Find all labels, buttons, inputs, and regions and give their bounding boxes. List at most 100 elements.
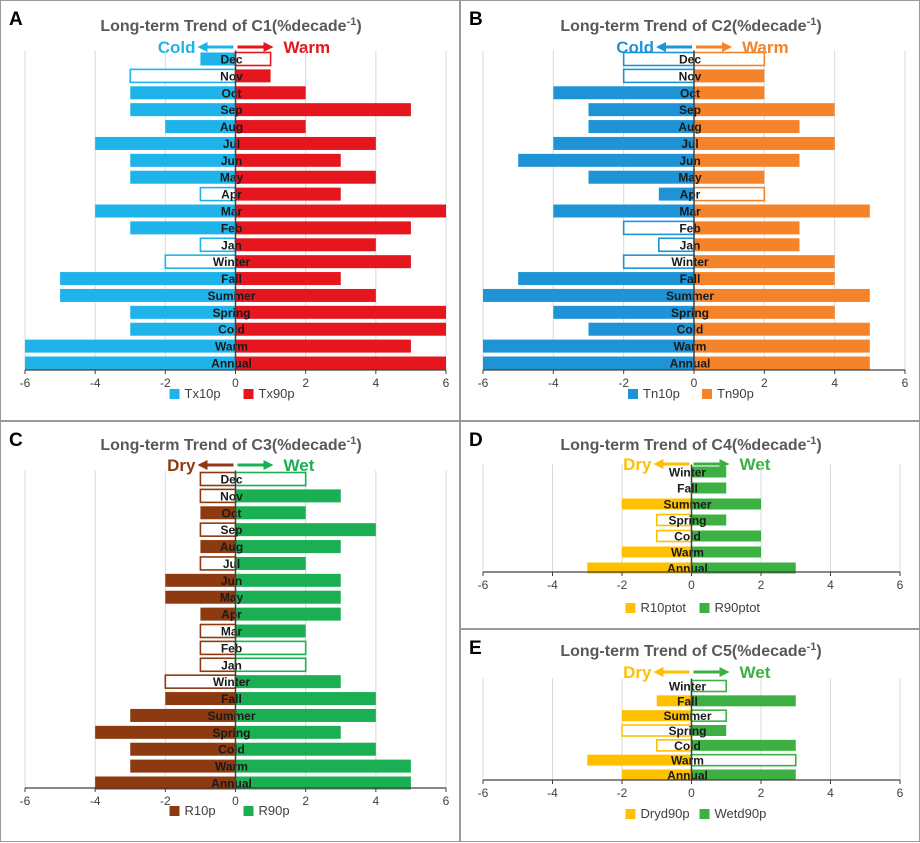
chart-d-category-label: Warm <box>671 546 704 560</box>
chart-d-category-label: Summer <box>663 498 711 512</box>
chart-d-bar-r90ptot-spring <box>691 514 727 526</box>
chart-b-category-label: Sep <box>679 103 701 117</box>
chart-b-bar-tn10p-oct <box>553 86 694 100</box>
panel-a: A Long-term Trend of C1(%decade-1) Cold War… <box>0 0 460 421</box>
chart-c-x-tick-label: 2 <box>302 794 309 808</box>
chart-a-panel-label: A <box>9 9 23 30</box>
chart-e-title-sup: -1 <box>807 641 817 653</box>
chart-e-left-label: Dry <box>623 663 652 682</box>
chart-e-x-tick-label: 6 <box>897 786 904 800</box>
chart-c-bar-r10p-apr <box>200 607 236 621</box>
chart-a-bar-tx90p-jul <box>235 136 376 150</box>
chart-c-right-label: Wet <box>284 456 315 475</box>
chart-e-category-label: Spring <box>669 724 707 738</box>
chart-a-category-label: Apr <box>221 188 242 202</box>
chart-b-bar-tn90p-jul <box>694 136 835 150</box>
chart-a-bar-tx90p-fall <box>235 272 341 286</box>
chart-a-bar-tx90p-apr <box>235 187 341 201</box>
chart-b-bar-tn90p-jun <box>694 153 800 167</box>
chart-b-category-label: Fall <box>680 272 701 286</box>
chart-a-title-main: Long-term Trend of C1(%decade <box>100 18 346 35</box>
chart-c-bar-r10p-oct <box>200 506 236 520</box>
chart-c-legend-label-r10p: R10p <box>185 803 216 818</box>
chart-c-category-label: Summer <box>207 709 255 723</box>
chart-e-legend-label-dryd90p: Dryd90p <box>641 806 690 821</box>
chart-c-category-label: Oct <box>221 506 241 520</box>
chart-a-category-label: Cold <box>218 323 245 337</box>
chart-b-bar-tn90p-jan <box>694 238 800 252</box>
chart-d-legend-swatch-r90ptot <box>699 603 710 613</box>
chart-b-bar-tn90p-warm <box>694 339 870 353</box>
chart-e-panel-label: E <box>469 638 482 659</box>
chart-e-title: Long-term Trend of C5(%decade-1) <box>560 641 821 660</box>
chart-a-title: Long-term Trend of C1(%decade-1) <box>100 16 361 35</box>
chart-b-bar-tn10p-warm <box>483 339 694 353</box>
chart-d-category-label: Fall <box>677 482 698 496</box>
chart-a-legend-label-tx90p: Tx90p <box>259 386 295 401</box>
chart-e-bar-wetd90p-cold <box>691 739 796 751</box>
chart-b-category-label: Summer <box>666 289 714 303</box>
chart-d-legend-swatch-r10ptot <box>625 603 636 613</box>
chart-b-left-arrow-head <box>656 42 666 52</box>
chart-d-category-label: Spring <box>669 514 707 528</box>
chart-b-legend-swatch-tn10p <box>628 389 638 399</box>
chart-c-category-label: Annual <box>211 777 252 791</box>
chart-d-panel-label: D <box>469 430 483 451</box>
chart-e-x-tick-label: -2 <box>617 786 628 800</box>
chart-c-bar-r10p-spring <box>95 725 236 739</box>
chart-d-bar-r90ptot-cold <box>691 530 761 542</box>
chart-b-category-label: Dec <box>679 53 701 67</box>
chart-c: C Long-term Trend of C3(%decade-1) Dry Wet D… <box>9 430 450 818</box>
chart-d-x-tick-label: -6 <box>478 578 489 592</box>
chart-c-bar-r90p-jun <box>235 573 341 587</box>
chart-b-category-label: Winter <box>671 255 709 269</box>
chart-c-title-main: Long-term Trend of C3(%decade <box>100 437 346 454</box>
chart-c-panel-label: C <box>9 430 23 451</box>
chart-c-bar-r90p-apr <box>235 607 341 621</box>
chart-a-category-label: Annual <box>211 357 252 371</box>
chart-c-bar-r10p-annual <box>95 776 236 790</box>
chart-c-category-label: Fall <box>221 692 242 706</box>
chart-d-x-tick-label: -2 <box>617 578 628 592</box>
chart-b-bar-tn10p-cold <box>588 322 694 336</box>
chart-a-category-label: Dec <box>220 53 242 67</box>
chart-e: E Long-term Trend of C5(%decade-1) Dry Wet W… <box>469 638 904 821</box>
chart-e-legend-swatch-dryd90p <box>625 809 636 819</box>
chart-c-category-label: Warm <box>215 760 248 774</box>
chart-c-right-arrow-head <box>263 460 274 470</box>
chart-a-legend-swatch-tx10p <box>169 389 180 399</box>
chart-c-category-label: Feb <box>221 641 242 655</box>
chart-a-bar-tx90p-warm <box>235 339 411 353</box>
chart-c-x-tick-label: -4 <box>90 794 101 808</box>
chart-a-right-label: Warm <box>284 38 331 57</box>
chart-b-x-tick-label: -2 <box>618 376 629 390</box>
chart-e-x-tick-label: -6 <box>478 786 489 800</box>
chart-c-category-label: Dec <box>220 473 242 487</box>
chart-c-bar-r90p-fall <box>235 692 376 706</box>
chart-c-bar-r90p-may <box>235 590 341 604</box>
chart-c-bar-r90p-winter <box>235 675 341 689</box>
chart-b-category-label: Nov <box>679 69 702 83</box>
chart-b-bar-tn10p-fall <box>518 272 694 286</box>
chart-a-category-label: Warm <box>215 340 248 354</box>
chart-a-category-label: Spring <box>213 306 251 320</box>
chart-e-category-label: Summer <box>663 709 711 723</box>
chart-a-bar-tx90p-summer <box>235 288 376 302</box>
chart-c-bar-r10p-fall <box>165 692 236 706</box>
chart-e-category-label: Fall <box>677 694 698 708</box>
chart-c-bar-r90p-spring <box>235 725 341 739</box>
chart-a-category-label: May <box>220 171 244 185</box>
chart-c-title-sup: -1 <box>347 435 357 447</box>
chart-c-category-label: Apr <box>221 608 242 622</box>
chart-b-bar-tn90p-fall <box>694 272 835 286</box>
chart-c-bar-r90p-mar <box>235 624 306 638</box>
chart-b-category-label: Warm <box>674 340 707 354</box>
chart-b-x-tick-label: 6 <box>902 376 909 390</box>
chart-e-bar-wetd90p-warm <box>690 753 797 767</box>
chart-a-bar-tx90p-cold <box>235 322 446 336</box>
chart-b-title-sup: -1 <box>807 16 817 28</box>
chart-c-category-label: Jan <box>221 658 242 672</box>
chart-c-x-tick-label: -2 <box>160 794 171 808</box>
chart-b-x-tick-label: 2 <box>761 376 768 390</box>
chart-b-panel-label: B <box>469 9 483 30</box>
